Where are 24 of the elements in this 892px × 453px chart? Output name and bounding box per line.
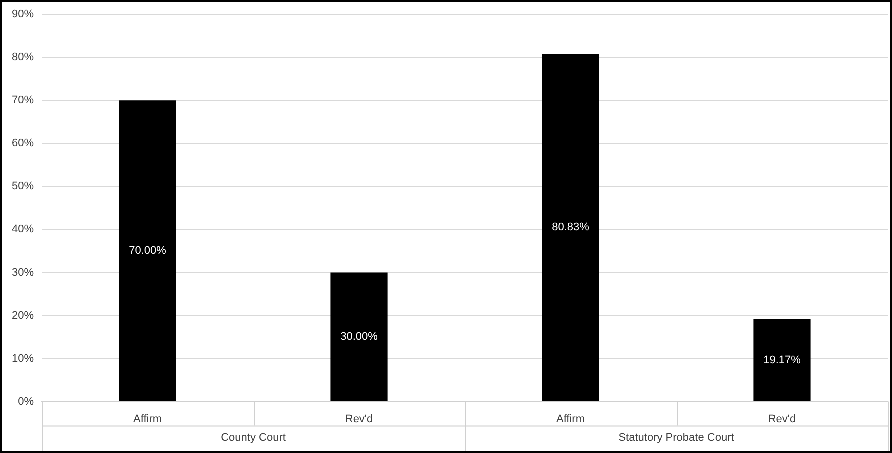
y-tick-label: 40% [12, 224, 34, 236]
data-label: 30.00% [340, 331, 378, 344]
bar [330, 272, 388, 402]
y-tick-label: 70% [12, 94, 34, 107]
y-tick-label: 60% [12, 138, 34, 150]
data-label: 80.83% [552, 222, 590, 234]
y-tick-label: 90% [12, 8, 34, 21]
y-tick-label: 50% [12, 180, 34, 193]
bar [542, 54, 600, 402]
text: County Court [221, 432, 286, 444]
y-tick-label: 0% [18, 396, 34, 408]
data-label: 19.17% [764, 354, 802, 366]
x-tick-label: Affirm [134, 413, 162, 426]
x-tick-label: Rev'd [345, 413, 374, 426]
y-tick-label: 10% [12, 352, 34, 365]
bar [754, 319, 811, 402]
bar [119, 100, 176, 402]
y-tick-label: 30% [12, 266, 34, 279]
x-tick-label: Affirm [556, 413, 586, 426]
data-label: 70.00% [129, 245, 167, 258]
y-tick-label: 80% [12, 52, 34, 64]
text: Statutory Probate Court [618, 432, 734, 444]
x-tick-label: Rev'd [768, 413, 796, 426]
y-tick-label: 20% [12, 310, 34, 322]
